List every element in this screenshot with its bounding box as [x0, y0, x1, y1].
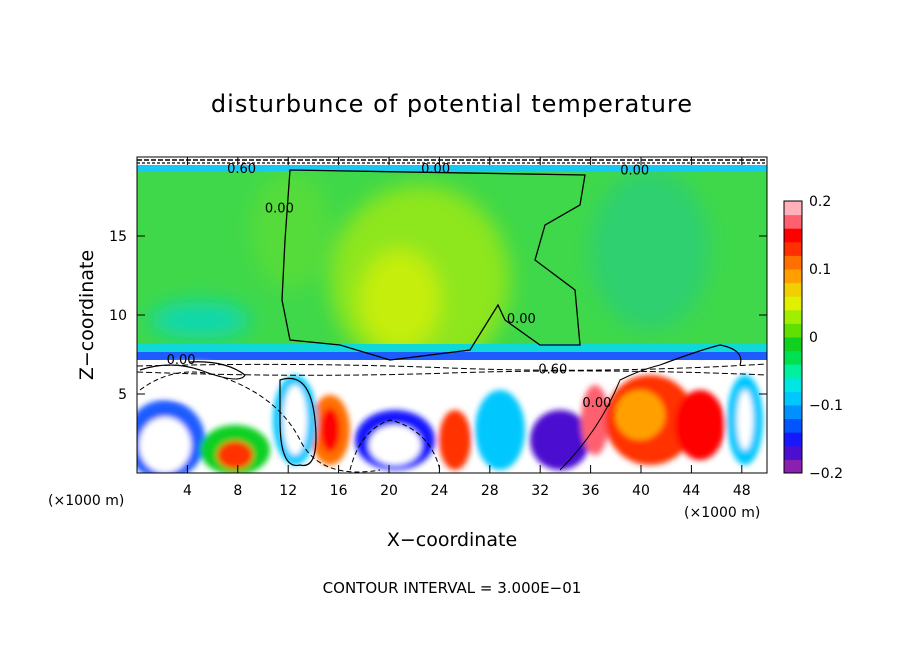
colorbar-swatch — [784, 228, 802, 243]
inversion-band-cyan — [137, 344, 767, 352]
top-cap — [137, 157, 767, 165]
colorbar-swatch — [784, 337, 802, 352]
x-tick-label: 44 — [682, 483, 700, 499]
lower-layer-blobs — [137, 362, 763, 473]
colorbar — [784, 201, 802, 474]
x-unit-left: (×1000 m) — [48, 493, 124, 509]
colorbar-swatch — [784, 391, 802, 406]
top-band — [137, 165, 767, 171]
x-tick-label: 20 — [380, 483, 398, 499]
contour-lower-5 — [659, 344, 742, 366]
colorbar-swatch — [784, 350, 802, 365]
x-tick-label: 12 — [279, 483, 297, 499]
colorbar-swatch — [784, 445, 802, 460]
colorbar-swatch — [784, 377, 802, 392]
x-tick-label: 28 — [481, 483, 499, 499]
colorbar-ticks: 0.2 0.1 0 −0.1 −0.2 — [809, 194, 843, 482]
x-axis: 4 8 12 16 20 24 28 32 36 40 44 48 — [183, 157, 751, 499]
contour-lower-4 — [559, 364, 661, 471]
contour-label: 0.00 — [167, 353, 196, 368]
contour-label: 0.00 — [582, 396, 611, 411]
contour-inversion-1 — [137, 363, 767, 371]
colorbar-swatch — [784, 418, 802, 433]
colorbar-swatch — [784, 255, 802, 270]
contour-lower-2 — [279, 377, 317, 466]
colorbar-swatch — [784, 405, 802, 420]
colorbar-swatch — [784, 201, 802, 216]
colorbar-tick-label: 0 — [809, 330, 818, 346]
colorbar-swatch — [784, 432, 802, 447]
plot-area — [137, 157, 767, 473]
x-tick-label: 48 — [733, 483, 751, 499]
colorbar-tick-label: −0.1 — [809, 398, 843, 414]
contour-labels: 0.00 0.00 0.00 0.00 0.60 0.00 0.00 0.60 — [167, 162, 650, 411]
x-tick-label: 36 — [582, 483, 600, 499]
colorbar-tick-label: 0.1 — [809, 262, 831, 278]
contour-label: 0.00 — [265, 202, 294, 217]
y-axis-label: Z−coordinate — [76, 250, 98, 380]
colorbar-swatch — [784, 282, 802, 297]
x-tick-label: 4 — [183, 483, 192, 499]
contour-label: 0.00 — [421, 162, 450, 177]
upper-layer-shading — [150, 170, 710, 375]
x-axis-label: X−coordinate — [387, 529, 517, 551]
colorbar-swatch — [784, 269, 802, 284]
colorbar-frame — [783, 200, 803, 474]
colorbar-swatch — [784, 323, 802, 338]
chart-title: disturbunce of potential temperature — [211, 90, 693, 118]
colorbar-swatch — [784, 309, 802, 324]
contour-interval-note: CONTOUR INTERVAL = 3.000E−01 — [323, 579, 582, 597]
contour-label: 0.00 — [620, 164, 649, 179]
x-tick-label: 24 — [430, 483, 448, 499]
x-tick-label: 16 — [330, 483, 348, 499]
contour-zero-upper — [281, 169, 586, 361]
colorbar-swatch — [784, 459, 802, 474]
contour-label: 0.60 — [538, 363, 567, 378]
colorbar-tick-label: −0.2 — [809, 466, 843, 482]
contour-label: 0.60 — [227, 162, 256, 177]
contour-label: 0.00 — [507, 312, 536, 327]
colorbar-swatch — [784, 241, 802, 256]
x-tick-label: 40 — [632, 483, 650, 499]
contour-inversion-2 — [137, 370, 767, 376]
y-tick-label: 5 — [118, 387, 127, 403]
contour-lower-6 — [349, 419, 441, 471]
colorbar-tick-label: 0.2 — [809, 194, 831, 210]
y-axis: 5 10 15 — [109, 229, 767, 403]
contour-lower-1 — [139, 371, 381, 473]
colorbar-swatch — [784, 364, 802, 379]
inversion-band-blue — [137, 352, 767, 360]
colorbar-swatch — [784, 214, 802, 229]
x-tick-label: 8 — [233, 483, 242, 499]
colorbar-swatch — [784, 296, 802, 311]
x-tick-label: 32 — [531, 483, 549, 499]
y-tick-label: 15 — [109, 229, 127, 245]
x-unit-right: (×1000 m) — [684, 505, 760, 521]
y-tick-label: 10 — [109, 308, 127, 324]
contour-lower-3 — [139, 361, 246, 380]
